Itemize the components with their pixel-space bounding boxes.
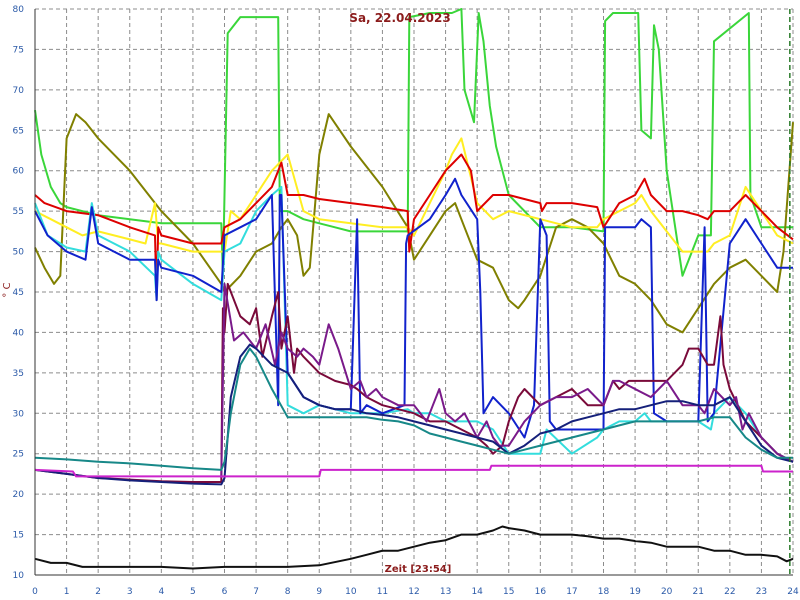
x-tick-label: 1 [64, 587, 70, 597]
x-tick-label: 15 [503, 587, 514, 597]
x-tick-label: 5 [190, 587, 196, 597]
y-tick-label: 15 [13, 531, 24, 541]
y-tick-label: 35 [13, 369, 24, 379]
chart-title: Sa, 22.04.2023 [349, 11, 450, 25]
y-tick-label: 30 [13, 409, 25, 419]
y-tick-label: 55 [13, 207, 24, 217]
y-tick-label: 10 [13, 571, 25, 581]
x-tick-label: 13 [440, 587, 451, 597]
series-line [34, 525, 794, 570]
series-line [34, 137, 794, 253]
x-tick-label: 3 [127, 587, 133, 597]
x-tick-label: 10 [345, 587, 357, 597]
x-tick-label: 11 [377, 587, 388, 597]
y-axis-label: ° C [2, 282, 13, 297]
y-tick-label: 20 [13, 490, 25, 500]
x-tick-label: 20 [661, 587, 673, 597]
series-line [34, 8, 793, 277]
y-tick-label: 65 [13, 126, 24, 136]
series-line [34, 347, 793, 471]
series-line [34, 177, 793, 439]
series-line [34, 464, 793, 478]
x-tick-label: 24 [787, 587, 799, 597]
x-tick-label: 12 [408, 587, 419, 597]
y-tick-label: 80 [13, 5, 25, 15]
series-lines [34, 8, 794, 570]
x-tick-label: 8 [285, 587, 291, 597]
x-tick-label: 14 [471, 587, 483, 597]
x-tick-label: 17 [566, 587, 577, 597]
y-tick-label: 50 [13, 248, 25, 258]
x-tick-label: 23 [756, 587, 767, 597]
time-readout: Zeit [23:54] [385, 564, 452, 575]
x-tick-label: 19 [629, 587, 641, 597]
x-tick-label: 4 [158, 587, 164, 597]
x-tick-label: 7 [253, 587, 259, 597]
y-tick-label: 25 [13, 450, 24, 460]
x-tick-label: 22 [724, 587, 735, 597]
y-tick-label: 40 [13, 328, 25, 338]
series-line [34, 282, 794, 483]
y-tick-labels: 10 15 20 25 30 35 40 45 50 55 60 65 70 75 80 [13, 5, 25, 581]
x-tick-label: 0 [32, 587, 38, 597]
y-tick-label: 75 [13, 45, 24, 55]
y-tick-label: 45 [13, 288, 24, 298]
x-tick-label: 9 [316, 587, 322, 597]
x-tick-label: 16 [535, 587, 547, 597]
series-line [34, 153, 794, 302]
y-tick-label: 60 [13, 167, 25, 177]
x-tick-labels: 0 1 2 3 4 5 6 7 8 9 10 11 12 13 14 15 16 17 18 19 20 21 22 23 24 [32, 587, 799, 597]
x-tick-label: 2 [95, 587, 101, 597]
y-tick-label: 70 [13, 86, 25, 96]
x-tick-label: 6 [222, 587, 228, 597]
axis-frame [34, 9, 793, 576]
x-tick-label: 18 [598, 587, 610, 597]
x-tick-label: 21 [693, 587, 704, 597]
